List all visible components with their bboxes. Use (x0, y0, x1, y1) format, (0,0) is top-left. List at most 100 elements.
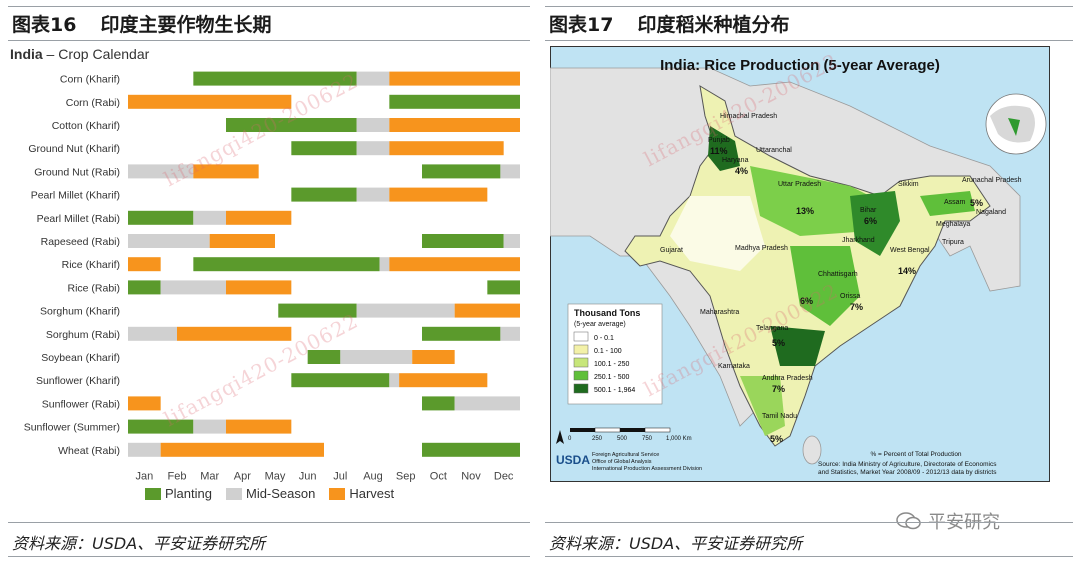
bar-midseason (160, 280, 226, 295)
bar-midseason (503, 234, 520, 248)
crop-label: Sunflower (Kharif) (36, 375, 120, 387)
west-region (670, 196, 765, 271)
crop-calendar-title-rest: – Crop Calendar (42, 46, 150, 62)
bar-harvest (389, 71, 520, 86)
bar-planting (291, 373, 390, 388)
scale-label: 750 (642, 436, 653, 442)
state-label: Madhya Pradesh (735, 245, 788, 252)
month-tick-label: Aug (363, 470, 383, 482)
bar-planting (291, 187, 357, 202)
bar-harvest (193, 164, 259, 179)
scale-segment (644, 427, 671, 433)
month-tick-label: Oct (430, 470, 447, 482)
legend-class-label: 100.1 - 250 (594, 361, 630, 368)
month-tick-label: May (265, 470, 286, 482)
bar-planting (422, 164, 501, 179)
north-plains-region (750, 166, 880, 236)
usda-line: International Production Assessment Divi… (592, 466, 702, 472)
legend-class-swatch (573, 383, 589, 394)
state-label: Assam (944, 199, 966, 206)
state-label: Haryana (722, 157, 749, 164)
scale-label: 1,000 Km (666, 436, 692, 442)
bar-planting (422, 442, 520, 457)
bar-midseason (193, 210, 226, 225)
legend-class-swatch (573, 370, 589, 381)
state-label: Himachal Pradesh (720, 113, 777, 120)
north-arrow-icon (556, 430, 564, 444)
state-label: Tamil Nadu (762, 413, 797, 420)
state-labels: Himachal Pradesh Punjab 11% Haryana 4% U… (660, 113, 1022, 444)
left-figure-heading: 图表16 印度主要作物生长期 (12, 10, 271, 37)
bar-harvest (389, 141, 504, 156)
state-pct: 4% (735, 166, 748, 176)
crop-label: Corn (Kharif) (60, 74, 120, 86)
bar-harvest (226, 280, 292, 295)
right-figure-number: 图表17 (549, 14, 614, 36)
crop-calendar-chart: Corn (Kharif) Corn (Rabi) Cotton (Kharif) G… (24, 71, 520, 482)
legend-class-label: 250.1 - 500 (594, 374, 630, 381)
crop-label: Pearl Millet (Kharif) (31, 190, 120, 202)
state-pct: 6% (864, 216, 877, 226)
crop-label: Ground Nut (Kharif) (28, 143, 120, 155)
crop-calendar-title: India – Crop Calendar (10, 46, 149, 62)
map-source-line: and Statistics, Market Year 2008/09 - 20… (818, 469, 997, 476)
state-pct: 7% (850, 302, 863, 312)
usda-block: USDA Foreign Agricultural Service Office… (556, 452, 702, 472)
usda-line: Office of Global Analysis (592, 459, 652, 465)
crop-label: Rice (Rabi) (67, 282, 120, 294)
bar-planting (291, 141, 357, 156)
state-label: Punjab (708, 137, 730, 144)
bar-harvest (389, 118, 520, 132)
legend-midseason-swatch (225, 487, 242, 500)
bar-harvest (389, 257, 520, 272)
state-label: Orissa (840, 293, 860, 300)
wechat-icon (896, 512, 921, 530)
bottom-rule-right (545, 556, 1073, 557)
state-label: West Bengal (890, 247, 930, 254)
bar-midseason (356, 141, 390, 156)
brand-text: 平安研究 (928, 512, 1000, 533)
bar-planting (422, 326, 501, 341)
bar-harvest (209, 234, 275, 248)
left-source: 资料来源：USDA、平安证券研究所 (12, 534, 266, 553)
heading-rule-left (8, 40, 530, 41)
usda-logo: USDA (556, 453, 590, 467)
state-pct: 5% (772, 338, 785, 348)
state-pct: 13% (796, 206, 814, 216)
globe-india (1008, 118, 1020, 136)
bar-harvest (389, 187, 488, 202)
state-label: Telangana (756, 325, 788, 332)
crop-label: Sunflower (Rabi) (42, 398, 120, 410)
bar-midseason (128, 326, 177, 341)
state-pct: 5% (970, 198, 983, 208)
legend-midseason-label: Mid-Season (245, 486, 316, 501)
state-label: Bihar (860, 207, 877, 214)
scale-segment (570, 428, 595, 432)
bar-midseason (500, 326, 520, 341)
map-legend-title: Thousand Tons (574, 308, 640, 318)
top-rule-left (8, 6, 530, 7)
bar-planting (389, 94, 520, 109)
south-region (740, 376, 785, 436)
left-figure-number: 图表16 (12, 14, 77, 36)
month-tick-label: Jul (333, 470, 347, 482)
bar-planting (128, 280, 161, 295)
globe-inset (985, 93, 1047, 155)
bar-harvest (226, 210, 292, 225)
bar-harvest (177, 326, 292, 341)
bottom-rule-left (8, 556, 530, 557)
crop-label: Corn (Rabi) (66, 97, 120, 109)
bar-harvest (399, 373, 488, 388)
rice-production-map: India: Rice Production (5-year Average) … (550, 46, 1050, 482)
legend-harvest: Harvest (329, 486, 394, 501)
crop-calendar-title-bold: India (10, 46, 43, 62)
crop-calendar-legend: Planting Mid-Season Harvest (145, 486, 394, 501)
legend-planting-swatch (145, 487, 161, 500)
bar-midseason (356, 71, 390, 86)
crop-label: Cotton (Kharif) (52, 120, 120, 132)
bengal-region (850, 191, 900, 256)
bar-planting (193, 71, 357, 86)
legend-class-swatch (573, 357, 589, 368)
bar-midseason (379, 257, 390, 272)
state-label: Nagaland (976, 209, 1006, 216)
